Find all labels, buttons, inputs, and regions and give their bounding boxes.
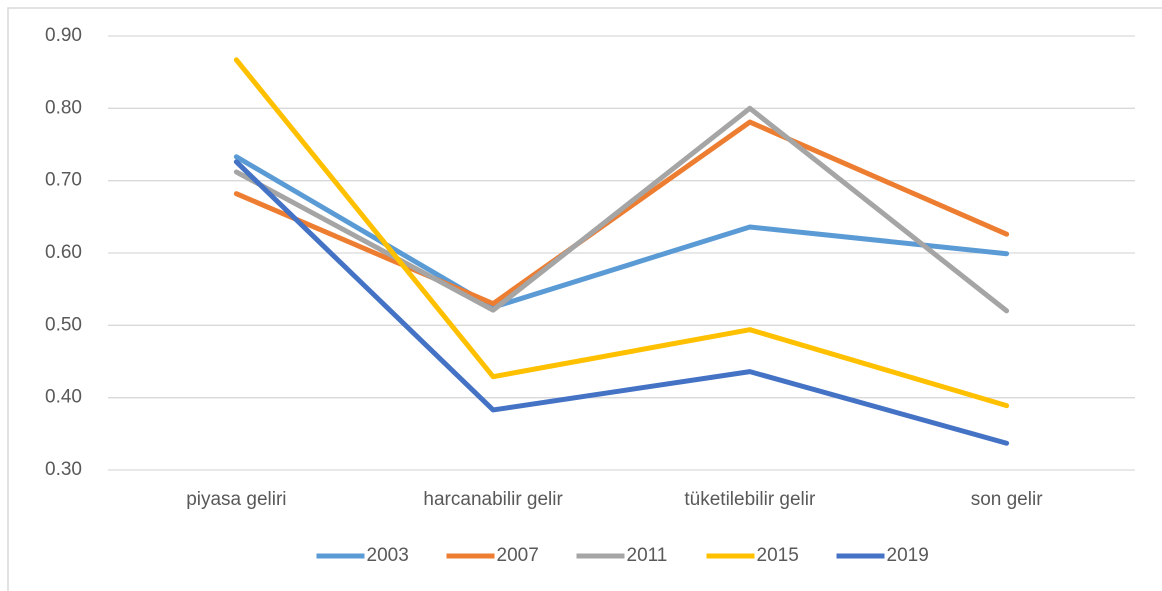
series-line bbox=[233, 57, 1010, 409]
y-tick-label: 0.80 bbox=[45, 97, 82, 118]
legend: 2003 2007 2011 2015 2019 bbox=[316, 545, 929, 566]
legend-label: 2011 bbox=[627, 545, 668, 566]
series-line bbox=[233, 105, 1010, 314]
y-tick-label: 0.30 bbox=[45, 459, 82, 480]
y-tick-label: 0.40 bbox=[45, 387, 82, 408]
series-line bbox=[233, 119, 1010, 307]
series-line bbox=[233, 154, 1010, 310]
series-line bbox=[233, 159, 1010, 446]
grid: 0.30 0.40 0.50 0.60 0.70 0.80 0.90 piyasa gelir… bbox=[45, 25, 1135, 510]
x-tick-label: son gelir bbox=[971, 489, 1043, 510]
chart-frame bbox=[7, 7, 1162, 591]
legend-label: 2019 bbox=[887, 545, 929, 566]
y-tick-label: 0.50 bbox=[45, 314, 82, 335]
y-tick-label: 0.70 bbox=[45, 170, 82, 191]
y-tick-label: 0.60 bbox=[45, 242, 82, 263]
y-tick-label: 0.90 bbox=[45, 25, 82, 46]
legend-label: 2015 bbox=[757, 545, 799, 566]
plot bbox=[233, 57, 1010, 446]
legend-label: 2007 bbox=[497, 545, 539, 566]
x-tick-label: tüketilebilir gelir bbox=[684, 489, 816, 510]
legend-label: 2003 bbox=[367, 545, 409, 566]
x-tick-label: harcanabilir gelir bbox=[423, 489, 563, 510]
x-tick-label: piyasa geliri bbox=[186, 489, 286, 510]
